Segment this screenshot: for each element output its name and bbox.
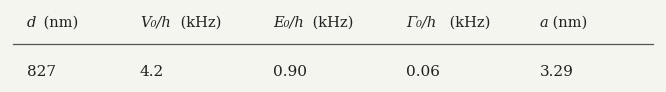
- Text: 827: 827: [27, 65, 56, 79]
- Text: d: d: [27, 16, 36, 30]
- Text: 4.2: 4.2: [140, 65, 164, 79]
- Text: (kHz): (kHz): [308, 16, 353, 30]
- Text: 0.90: 0.90: [273, 65, 307, 79]
- Text: (kHz): (kHz): [445, 16, 490, 30]
- Text: (nm): (nm): [39, 16, 78, 30]
- Text: 3.29: 3.29: [539, 65, 573, 79]
- Text: Γ₀/h: Γ₀/h: [406, 16, 436, 30]
- Text: a: a: [539, 16, 548, 30]
- Text: V₀/h: V₀/h: [140, 16, 170, 30]
- Text: (kHz): (kHz): [176, 16, 222, 30]
- Text: E₀/h: E₀/h: [273, 16, 304, 30]
- Text: 0.06: 0.06: [406, 65, 440, 79]
- Text: (nm): (nm): [548, 16, 587, 30]
